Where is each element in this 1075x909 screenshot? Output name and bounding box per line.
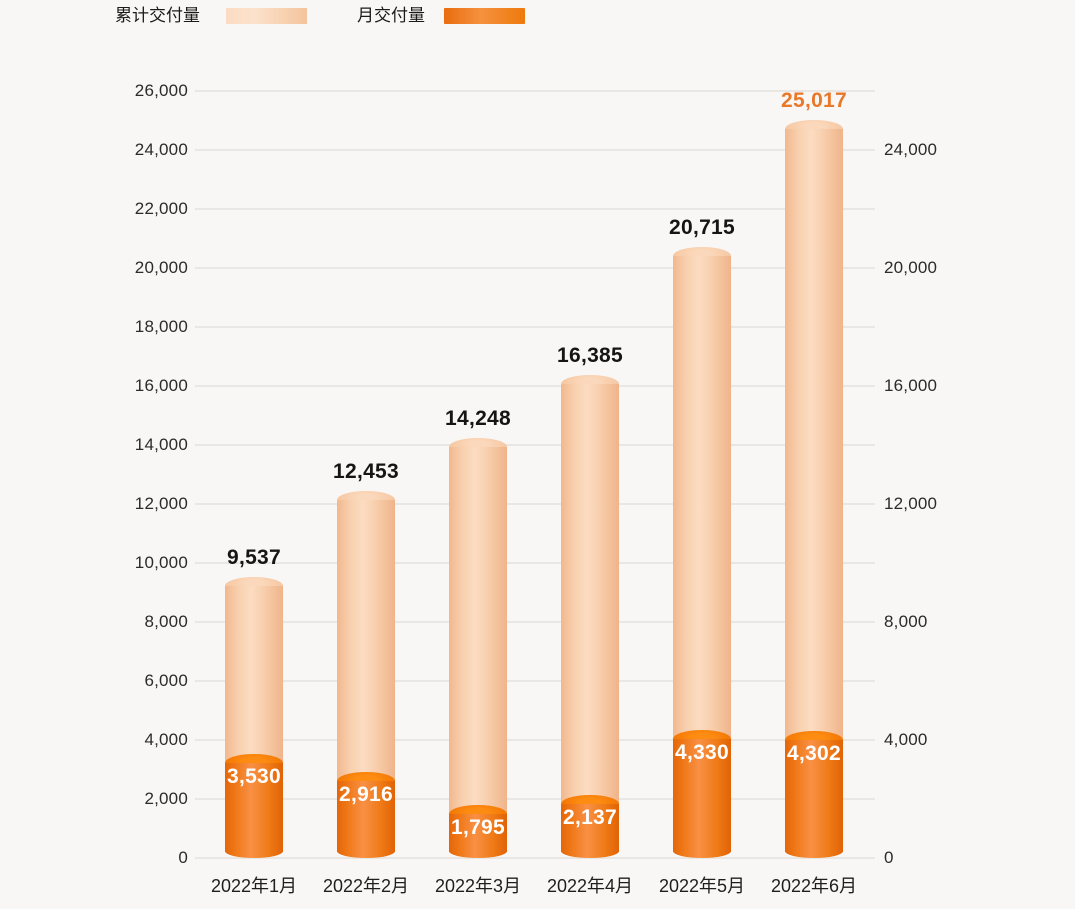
y-axis-label-left: 22,000 <box>134 199 188 218</box>
bar-cumulative-2022年4月 <box>561 374 619 858</box>
gridline <box>195 621 875 623</box>
gridline <box>195 739 875 741</box>
x-axis-label: 2022年3月 <box>434 876 522 896</box>
x-axis-label: 2022年1月 <box>210 876 298 896</box>
cumulative-value-label: 16,385 <box>556 343 624 367</box>
y-axis-label-left: 6,000 <box>144 671 188 690</box>
legend-swatch-cumulative <box>226 8 307 24</box>
gridline <box>195 503 875 505</box>
monthly-value-label: 2,916 <box>338 782 394 806</box>
gridline <box>195 267 875 269</box>
bar-body <box>449 814 507 858</box>
gridline <box>195 680 875 682</box>
y-axis-label-left: 16,000 <box>134 376 188 395</box>
bar-monthly-2022年4月: 2,137 <box>561 794 619 858</box>
monthly-value-label: 4,302 <box>786 742 842 766</box>
y-axis-label-left: 20,000 <box>134 258 188 277</box>
bar-body <box>673 739 731 858</box>
y-axis-label-right: 24,000 <box>884 140 938 159</box>
bar-body <box>337 780 395 858</box>
bar-monthly-2022年2月: 2,916 <box>337 771 395 858</box>
x-axis-label: 2022年4月 <box>546 876 634 896</box>
legend-label-monthly: 月交付量 <box>357 6 425 25</box>
y-axis-label-left: 14,000 <box>134 435 188 454</box>
gridline <box>195 562 875 564</box>
y-axis-label-left: 10,000 <box>134 553 188 572</box>
legend-swatch-monthly <box>444 8 525 24</box>
y-axis-label-left: 18,000 <box>134 317 188 336</box>
bar-monthly-2022年6月: 4,302 <box>785 731 843 858</box>
y-axis-label-right: 8,000 <box>884 612 928 631</box>
y-axis-label-left: 4,000 <box>144 730 188 749</box>
gridline <box>195 444 875 446</box>
gridline <box>195 208 875 210</box>
x-axis-label: 2022年6月 <box>770 876 858 896</box>
y-axis-label-left: 2,000 <box>144 789 188 808</box>
y-axis-label-right: 16,000 <box>884 376 938 395</box>
cumulative-value-label: 9,537 <box>226 545 282 569</box>
cumulative-value-label: 20,715 <box>668 215 736 239</box>
bar-body <box>225 762 283 858</box>
gridline <box>195 149 875 151</box>
y-axis-label-left: 24,000 <box>134 140 188 159</box>
x-axis-label: 2022年2月 <box>322 876 410 896</box>
monthly-value-label: 1,795 <box>450 816 506 840</box>
cumulative-value-label: 12,453 <box>332 459 400 483</box>
y-axis-label-right: 12,000 <box>884 494 938 513</box>
legend-label-cumulative: 累计交付量 <box>115 6 200 25</box>
monthly-value-label: 4,330 <box>674 741 730 765</box>
monthly-value-label: 2,137 <box>562 805 618 829</box>
gridline <box>195 385 875 387</box>
y-axis-label-left: 0 <box>178 848 188 867</box>
bar-monthly-2022年1月: 3,530 <box>225 753 283 858</box>
y-axis-label-right: 20,000 <box>884 258 938 277</box>
gridline <box>195 857 875 859</box>
bar-monthly-2022年3月: 1,795 <box>449 805 507 858</box>
gridline <box>195 326 875 328</box>
y-axis-label-right: 0 <box>884 848 894 867</box>
gridline <box>195 798 875 800</box>
bar-cumulative-2022年3月 <box>449 437 507 858</box>
bar-monthly-2022年5月: 4,330 <box>673 730 731 858</box>
cumulative-value-label: 25,017 <box>780 88 848 112</box>
bar-body <box>561 383 619 858</box>
bar-body <box>449 446 507 858</box>
bar-body <box>785 740 843 858</box>
monthly-value-label: 3,530 <box>226 764 282 788</box>
y-axis-label-left: 26,000 <box>134 81 188 100</box>
gridline <box>195 90 875 92</box>
bar-body <box>561 803 619 858</box>
cumulative-value-label: 14,248 <box>444 406 512 430</box>
y-axis-label-left: 8,000 <box>144 612 188 631</box>
y-axis-label-left: 12,000 <box>134 494 188 513</box>
y-axis-label-right: 4,000 <box>884 730 928 749</box>
x-axis-label: 2022年5月 <box>658 876 746 896</box>
